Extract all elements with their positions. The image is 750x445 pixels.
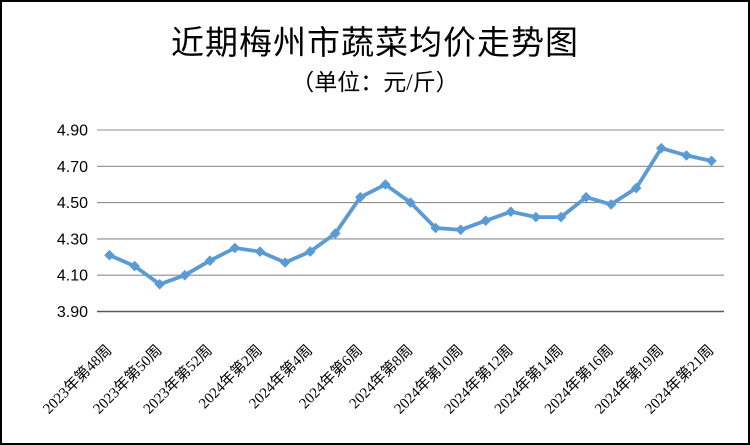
y-axis-tick-label: 4.70 [57,159,88,176]
data-point-marker [204,255,216,266]
data-point-marker [430,222,441,234]
data-point-marker [154,279,165,290]
data-point-marker [380,179,391,190]
data-point-marker [405,197,416,208]
data-point-marker [555,211,567,223]
chart-title: 近期梅州市蔬菜均价走势图 [171,26,579,62]
data-point-marker [656,142,667,154]
data-point-marker [129,260,140,272]
chart-subtitle: （单位：元/斤） [291,70,459,95]
y-axis-tick-label: 4.30 [57,231,88,248]
y-axis-tick-label: 4.10 [57,268,88,285]
data-point-marker [229,242,241,254]
data-point-marker [179,269,191,281]
data-point-marker [630,182,642,194]
data-point-marker [104,249,115,261]
y-axis-tick-label: 3.90 [57,304,88,321]
price-line [107,146,714,287]
data-point-marker [330,228,341,239]
data-point-marker [605,199,617,210]
data-point-marker [505,206,517,217]
data-point-marker [706,155,717,167]
data-point-marker [455,224,466,236]
data-point-marker [355,191,366,203]
data-point-marker [580,191,592,203]
data-point-marker [304,246,316,257]
data-point-marker [279,257,291,268]
data-point-marker [681,150,692,161]
y-axis-tick-label: 4.50 [57,195,88,212]
y-axis-tick-label: 4.90 [57,123,88,140]
data-point-marker [480,215,491,226]
data-point-marker [254,246,266,257]
data-point-marker [530,211,542,223]
